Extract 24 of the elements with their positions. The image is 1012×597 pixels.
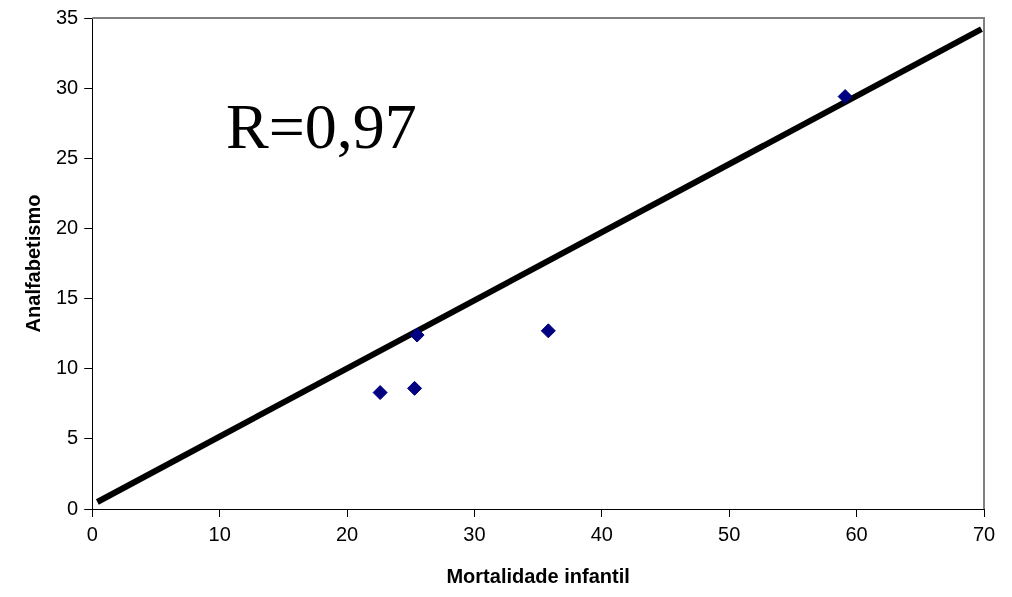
y-tick-label: 25 <box>56 145 79 168</box>
y-tick-label: 35 <box>56 5 79 28</box>
x-tick-label: 50 <box>718 522 741 545</box>
x-tick-label: 10 <box>208 522 231 545</box>
x-tick-label: 60 <box>845 522 868 545</box>
y-tick-label: 0 <box>67 496 79 519</box>
y-tick-label: 5 <box>67 426 79 449</box>
point <box>409 327 425 343</box>
y-tick-label: 15 <box>56 286 79 309</box>
y-tick-label: 30 <box>56 75 79 98</box>
point <box>837 89 853 105</box>
y-tick-label: 10 <box>56 356 79 379</box>
x-axis-title: Mortalidade infantil <box>446 564 630 587</box>
y-axis-title: Analfabetismo <box>21 194 44 333</box>
x-tick-label: 40 <box>590 522 613 545</box>
x-tick-label: 30 <box>463 522 486 545</box>
x-tick-label: 70 <box>972 522 996 545</box>
point <box>372 385 388 401</box>
y-tick-label: 20 <box>56 215 79 238</box>
point <box>540 323 556 339</box>
x-tick-label: 0 <box>86 522 98 545</box>
point <box>407 380 423 396</box>
annotation: R=0,97 <box>226 90 417 162</box>
x-tick-label: 20 <box>335 522 359 545</box>
